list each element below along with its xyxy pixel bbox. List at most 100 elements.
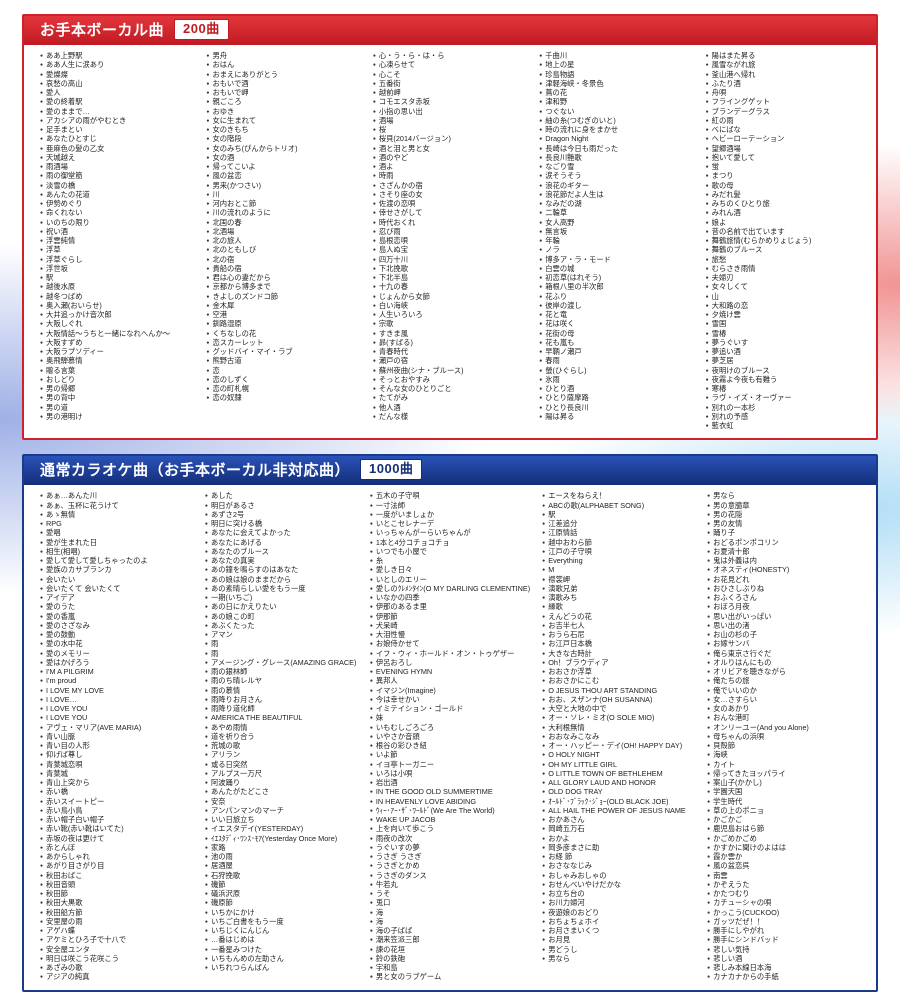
song-item: ｳｨｰ･ｱｰ･ｻﾞ･ﾜｰﾙﾄﾞ(We Are The World) [370,806,530,815]
song-item: アイデア [40,593,193,602]
song-item: お江戸日本橋 [542,639,695,648]
song-item: ALL HAIL THE POWER OF JESUS NAME [542,806,695,815]
song-item: 赤い帽子白い帽子 [40,815,193,824]
song-item: 青山上突から [40,778,193,787]
song-item: 池の雨 [205,852,358,861]
song-item: 箱根八里の半次郎 [539,282,693,291]
song-item: 津軽海峡・冬景色 [539,79,693,88]
song-item: イヨ亭トーガニー [370,760,530,769]
song-item: 伊呂おろし [370,658,530,667]
song-item: 悲しい気持 [707,945,860,954]
song-item: 海峡 [707,750,860,759]
song-item: 五木の子守唄 [370,491,530,500]
song-item: 大空と大地の中で [542,704,695,713]
song-item: 北の旅人 [206,236,360,245]
song-item: 秋田船方節 [40,908,193,917]
song-item: 五番街 [373,79,527,88]
song-item: 俺たちの旅 [707,676,860,685]
song-item: 奥飛騨慕情 [40,356,194,365]
song-item: あの素晴らしい愛をもう一度 [205,584,358,593]
song-item: お嫁サンバ [707,639,860,648]
song-item: 駅 [542,510,695,519]
song-item: 一度がいましょか [370,510,530,519]
song-item: 女に生まれて [206,116,360,125]
song-item: あの日にかえりたい [205,602,358,611]
song-item: いろは小唄 [370,769,530,778]
song-item: 他人酒 [373,403,527,412]
song-item: あぁ、玉杯に花うけて [40,501,193,510]
song-item: 演歌みち [542,593,695,602]
song-item: つぐない [539,107,693,116]
song-item: 一寸法師 [370,501,530,510]
song-item: ひとり長良川 [539,403,693,412]
song-item: 昔の名前で出ています [706,227,860,236]
song-item: 俺ら東京さ行ぐだ [707,649,860,658]
song-item: 倖せさがして [373,208,527,217]
song-item: 赤坂の夜は更けて [40,834,193,843]
song-item: おもいで酒 [206,79,360,88]
song-item: 青葉城恋唄 [40,760,193,769]
song-item: あなたにあげる [205,538,358,547]
song-item: いもむしごろごろ [370,723,530,732]
song-item: 天城越え [40,153,194,162]
song-item: きよしのズンドコ節 [206,292,360,301]
song-item: 望郷酒場 [706,144,860,153]
song-item: 江原情話 [542,528,695,537]
song-item: 草の上のポニョ [707,806,860,815]
song-item: 越冬つばめ [40,292,194,301]
song-item: 初恋草(はれそう) [539,273,693,282]
song-item: 安奈 [205,797,358,806]
song-item: 女のみち(ぴんからトリオ) [206,144,360,153]
song-item: 1本と4分コチョコチョ [370,538,530,547]
song-item: 磯節 [205,880,358,889]
song-item: 足手まとい [40,125,194,134]
song-item: 愛のままで… [40,107,194,116]
panel-header: お手本ボーカル曲200曲 [24,16,876,45]
song-item: 祝い酒 [40,227,194,236]
song-item: 早鞆ノ瀬戸 [539,347,693,356]
song-item: むらさき雨情 [706,264,860,273]
song-item: 恋スカーレット [206,338,360,347]
song-item: 長崎は今日も雨だった [539,144,693,153]
song-column: 男なら男の意臆章男の花隠男の友情踊り子おどるポンポコリンお夏清十郎鬼は外義は内オ… [701,491,866,981]
song-item: 赤い橋 [40,787,193,796]
song-item: 青葉城 [40,769,193,778]
song-item: 女人高野 [539,218,693,227]
song-item: 縁歌 [542,602,695,611]
song-item: 螢(ひぐらし) [539,366,693,375]
song-item: ガッツだぜ！！ [707,917,860,926]
song-item: そんな女のひとりごと [373,384,527,393]
song-item: 愛の香嵐 [40,612,193,621]
song-item: くちなしの花 [206,329,360,338]
song-item: 踊り子 [707,528,860,537]
song-item: 舞鶴旅情(むらかめりょじょう) [706,236,860,245]
song-item: 愛の鼓動 [40,630,193,639]
song-item: O HOLY NIGHT [542,750,695,759]
song-item: まつり [706,171,860,180]
song-item: 川 [206,190,360,199]
song-item: 犬呆崎 [370,621,530,630]
song-item: 河内おとこ節 [206,199,360,208]
song-item: あゝ無情 [40,510,193,519]
song-item: 雨降りお月さん [205,695,358,704]
song-item: 舞鶴のブルース [706,245,860,254]
song-item: あぶくたった [205,621,358,630]
song-item: 旅愁 [706,255,860,264]
song-item: なごり雪 [539,162,693,171]
song-item: 下北半島 [373,273,527,282]
song-item: オルりはんにもの [707,658,860,667]
song-item: 命くれない [40,208,194,217]
song-item: 男の背中 [40,393,194,402]
song-item: お立ち台の [542,889,695,898]
song-item: 愛の終着駅 [40,97,194,106]
song-item: 勝手にしやがれ [707,926,860,935]
song-item: おはん [206,60,360,69]
song-item: 愛しのｸﾚﾒﾝﾀｲﾝ(O MY DARLING CLEMENTINE) [370,584,530,593]
song-item: お吉半七人 [542,621,695,630]
song-item: 駅 [40,273,194,282]
panel-karaoke: 通常カラオケ曲（お手本ボーカル非対応曲）1000曲あぁ…あんた川あぁ、玉杯に花う… [22,454,878,991]
song-item: 伊那のあるま里 [370,602,530,611]
song-item: 彼岸の渡し [539,301,693,310]
song-item: 蛍 [706,162,860,171]
song-item: うさぎのダンス [370,871,530,880]
